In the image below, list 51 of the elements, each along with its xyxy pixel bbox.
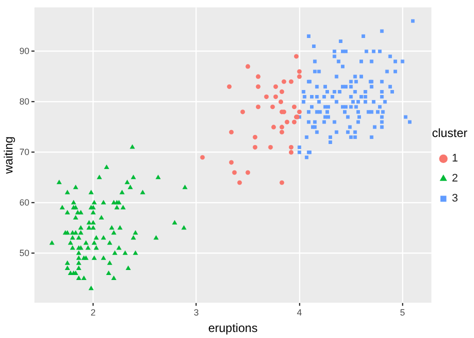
- point: [294, 54, 299, 59]
- point: [252, 134, 258, 140]
- point: [229, 160, 234, 165]
- x-tick-label: 4: [296, 308, 302, 318]
- point: [297, 110, 302, 114]
- point: [273, 84, 278, 89]
- point: [240, 110, 245, 114]
- point: [270, 104, 275, 110]
- point: [280, 180, 284, 185]
- y-tick-label: 50: [19, 248, 30, 258]
- point: [256, 84, 260, 89]
- point: [229, 130, 234, 134]
- y-tick-label: 90: [19, 46, 30, 56]
- legend-label: 2: [452, 172, 458, 185]
- point: [256, 104, 260, 110]
- y-axis-title: waiting: [2, 136, 16, 175]
- point: [200, 155, 205, 160]
- point: [288, 79, 294, 84]
- point: [237, 180, 242, 185]
- point: [280, 89, 284, 94]
- x-tick-label: 2: [90, 308, 96, 318]
- point: [271, 124, 276, 130]
- point: [226, 84, 232, 89]
- point: [288, 144, 294, 150]
- point: [278, 100, 284, 104]
- point: [252, 144, 258, 150]
- point: [284, 120, 290, 124]
- x-tick-label: 3: [194, 308, 199, 318]
- x-tick-label: 5: [400, 308, 406, 318]
- point: [273, 94, 278, 100]
- legend-label: 3: [452, 192, 458, 205]
- point: [297, 69, 302, 74]
- point: [280, 130, 284, 134]
- point: [297, 74, 302, 79]
- legend-label: 1: [452, 152, 458, 165]
- point: [288, 150, 294, 155]
- point: [256, 74, 260, 79]
- point: [280, 124, 284, 130]
- x-axis-title: eruptions: [208, 321, 258, 336]
- point: [246, 64, 250, 69]
- y-tick-label: 60: [19, 197, 30, 208]
- legend-title: cluster: [432, 126, 468, 140]
- y-tick-label: 70: [19, 146, 30, 157]
- point: [268, 144, 273, 150]
- point: [292, 104, 297, 110]
- point: [282, 79, 286, 84]
- point: [292, 120, 297, 124]
- y-tick-label: 80: [19, 96, 30, 106]
- point: [246, 170, 250, 175]
- point: [232, 170, 237, 175]
- point: [264, 94, 269, 100]
